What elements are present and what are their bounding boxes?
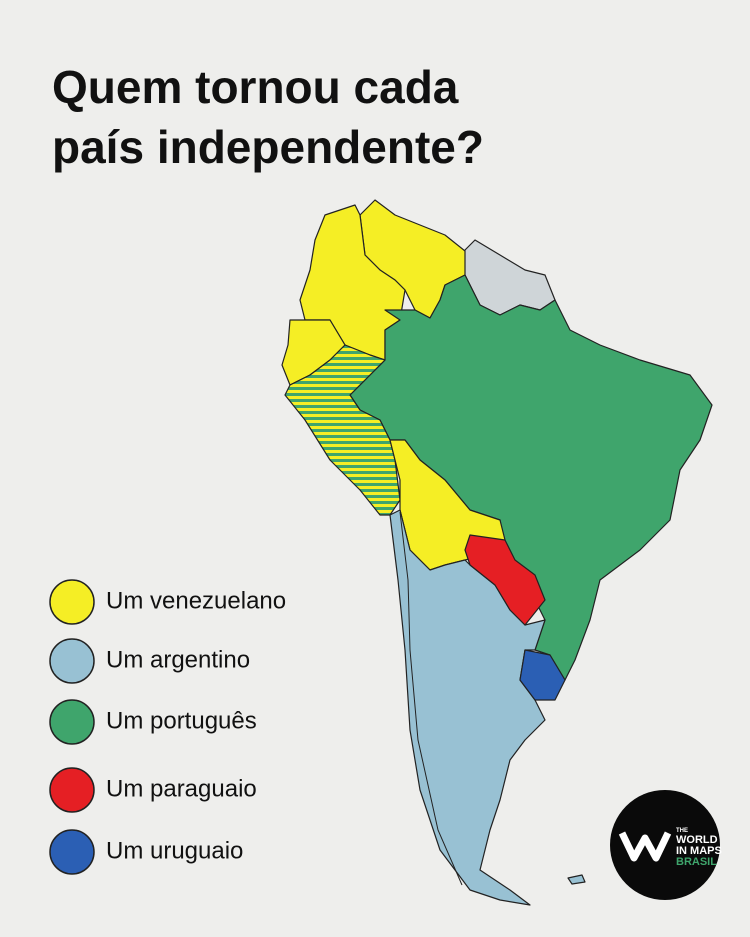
legend-swatch xyxy=(49,829,95,875)
logo-text: THE xyxy=(676,828,688,834)
chile-border xyxy=(399,511,463,886)
logo-mark xyxy=(618,831,672,862)
peru xyxy=(284,344,401,516)
title-line: país independente? xyxy=(52,121,484,173)
legend-swatch xyxy=(49,579,95,625)
legend-swatch xyxy=(49,699,95,745)
logo-text: BRASIL xyxy=(676,856,717,868)
island xyxy=(567,874,586,885)
paraguay xyxy=(464,534,546,626)
legend-label: Um paraguaio xyxy=(106,775,257,802)
legend-label: Um argentino xyxy=(106,646,250,673)
logo-text: IN MAPS xyxy=(676,845,722,857)
legend-label: Um uruguaio xyxy=(106,837,243,864)
legend-swatch xyxy=(49,638,95,684)
legend-swatch xyxy=(49,767,95,813)
legend-label: Um venezuelano xyxy=(106,587,286,614)
title-line: Quem tornou cada xyxy=(52,61,459,113)
logo: THE WORLD IN MAPS BRASIL xyxy=(610,790,722,900)
uruguay xyxy=(519,649,566,701)
argentina-chile xyxy=(389,509,546,906)
map xyxy=(281,199,713,906)
legend: Um venezuelano Um argentino Um português Um… xyxy=(49,579,286,875)
legend-label: Um português xyxy=(106,707,257,734)
logo-text: WORLD xyxy=(676,834,718,846)
